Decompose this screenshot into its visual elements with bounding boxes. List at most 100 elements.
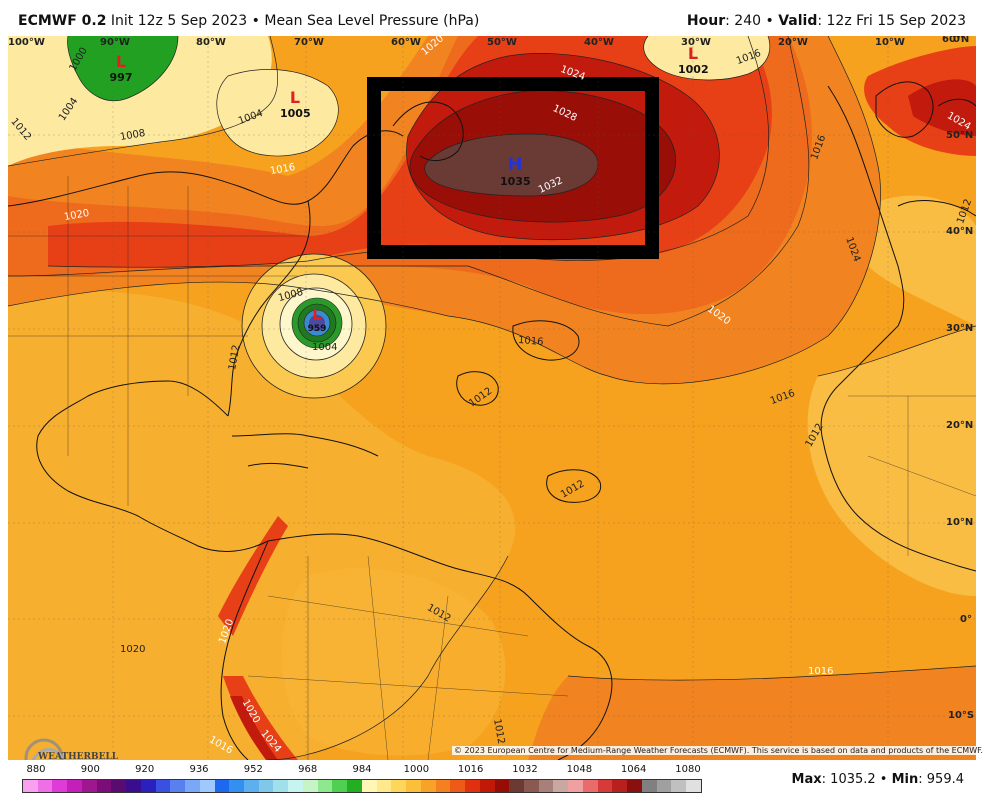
center-symbol: L [312,308,322,324]
legend-swatch [288,780,303,792]
legend-tick-label: 880 [26,764,46,775]
hour-label: Hour [686,13,726,29]
legend-swatch [450,780,466,792]
valid-label: Valid [778,13,818,29]
center-symbol: L [115,52,127,71]
legend-swatch [509,780,524,792]
lat-label: 10°S [948,710,975,721]
center-value: 1002 [678,63,709,76]
center-symbol: L [687,44,699,63]
legend-tick-label: 1048 [566,764,593,775]
legend-swatch [273,780,289,792]
legend-swatch [347,780,362,792]
high-center-1035: H 1035 [500,154,531,188]
low-center-997: L 997 [106,52,136,84]
legend-swatch [553,780,569,792]
legend-tick-label: 1016 [457,764,484,775]
credit-notice: © 2023 European Centre for Medium-Range … [452,746,984,755]
lon-label: 100°W [8,37,45,48]
lon-label: 40°W [584,37,614,48]
legend-tick-label: 1064 [620,764,647,775]
legend-swatch [671,780,687,792]
legend-swatch [641,780,657,792]
legend-swatch [597,780,613,792]
legend-tick-label: 952 [243,764,263,775]
logo-text: WEATHERBELL [38,752,119,760]
isobar-label: 1016 [517,334,544,349]
center-symbol: L [289,88,301,107]
title-right: Hour: 240 • Valid: 12z Fri 15 Sep 2023 [686,13,966,29]
legend-swatch [199,780,215,792]
legend-swatch [126,780,141,792]
graticule [8,36,976,760]
lat-label: 60°N [942,36,970,45]
legend-swatch [258,780,274,792]
legend-tick-label: 1000 [403,764,430,775]
legend-tick-label: 936 [189,764,209,775]
map-graphic [8,36,976,760]
lat-label: 0° [960,614,972,625]
legend-swatch [244,780,259,792]
legend-swatch [391,780,407,792]
center-value: 1035 [500,175,531,188]
legend-swatch [23,780,38,792]
max-label: Max [791,772,822,787]
lon-label: 0° [953,36,965,45]
legend-ticks: 880 900 920 936 952 968 984 1000 1016 1032 1048 106… [22,764,702,778]
model-name: ECMWF 0.2 [18,13,107,29]
lat-label: 50°N [946,130,974,141]
legend-swatch [67,780,82,792]
field-name: Mean Sea Level Pressure (hPa) [264,13,480,29]
isobar-label: 1020 [120,644,146,655]
legend-swatch [656,780,672,792]
legend-swatch [494,780,510,792]
lat-label: 20°N [946,420,974,431]
highlight-box [367,77,659,259]
lat-label: 30°N [946,323,974,334]
legend-swatch [229,780,245,792]
legend-swatch [406,780,421,792]
low-center-1002: L 1002 [678,44,709,76]
legend-swatch [627,780,642,792]
max-value: 1035.2 [830,772,876,787]
legend-swatch [302,780,318,792]
legend-swatch [479,780,495,792]
legend-tick-label: 920 [135,764,155,775]
legend-swatch [317,780,333,792]
legend-tick-label: 1032 [512,764,538,775]
center-value: 959 [307,324,327,334]
lon-label: 30°W [681,37,711,48]
legend-swatch [214,780,230,792]
center-value: 1005 [280,107,311,120]
lon-label: 80°W [196,37,226,48]
weatherbell-logo: WEATHERBELL [22,736,118,760]
legend-swatch [568,780,583,792]
center-symbol: H [507,154,523,175]
header-bar: ECMWF 0.2 Init 12z 5 Sep 2023 • Mean Sea… [0,0,984,34]
legend-swatch [52,780,68,792]
legend-swatch [582,780,598,792]
lon-label: 10°W [875,37,905,48]
legend-swatch [435,780,451,792]
title-left: ECMWF 0.2 Init 12z 5 Sep 2023 • Mean Sea… [18,13,480,29]
legend-tick-label: 900 [80,764,100,775]
lon-label: 20°W [778,37,808,48]
legend-swatch [523,780,539,792]
lon-label: 60°W [391,37,421,48]
legend-swatch [420,780,436,792]
lon-label: 50°W [487,37,517,48]
legend-swatch [612,780,628,792]
legend-tick-label: 984 [352,764,372,775]
lat-label: 40°N [946,226,974,237]
legend-colorbar [22,779,702,793]
pressure-map: 100°W 90°W 80°W 70°W 60°W 50°W 40°W 30°W… [8,36,976,760]
legend-swatch [185,780,200,792]
isobar-label: 1016 [808,666,834,677]
coastlines [8,81,976,760]
legend-tick-label: 968 [298,764,318,775]
legend-swatch [96,780,112,792]
hurricane-center: L 959 [304,308,330,334]
legend-swatch [465,780,480,792]
max-min-stats: Max: 1035.2 • Min: 959.4 [791,772,964,787]
legend-swatch [81,780,97,792]
